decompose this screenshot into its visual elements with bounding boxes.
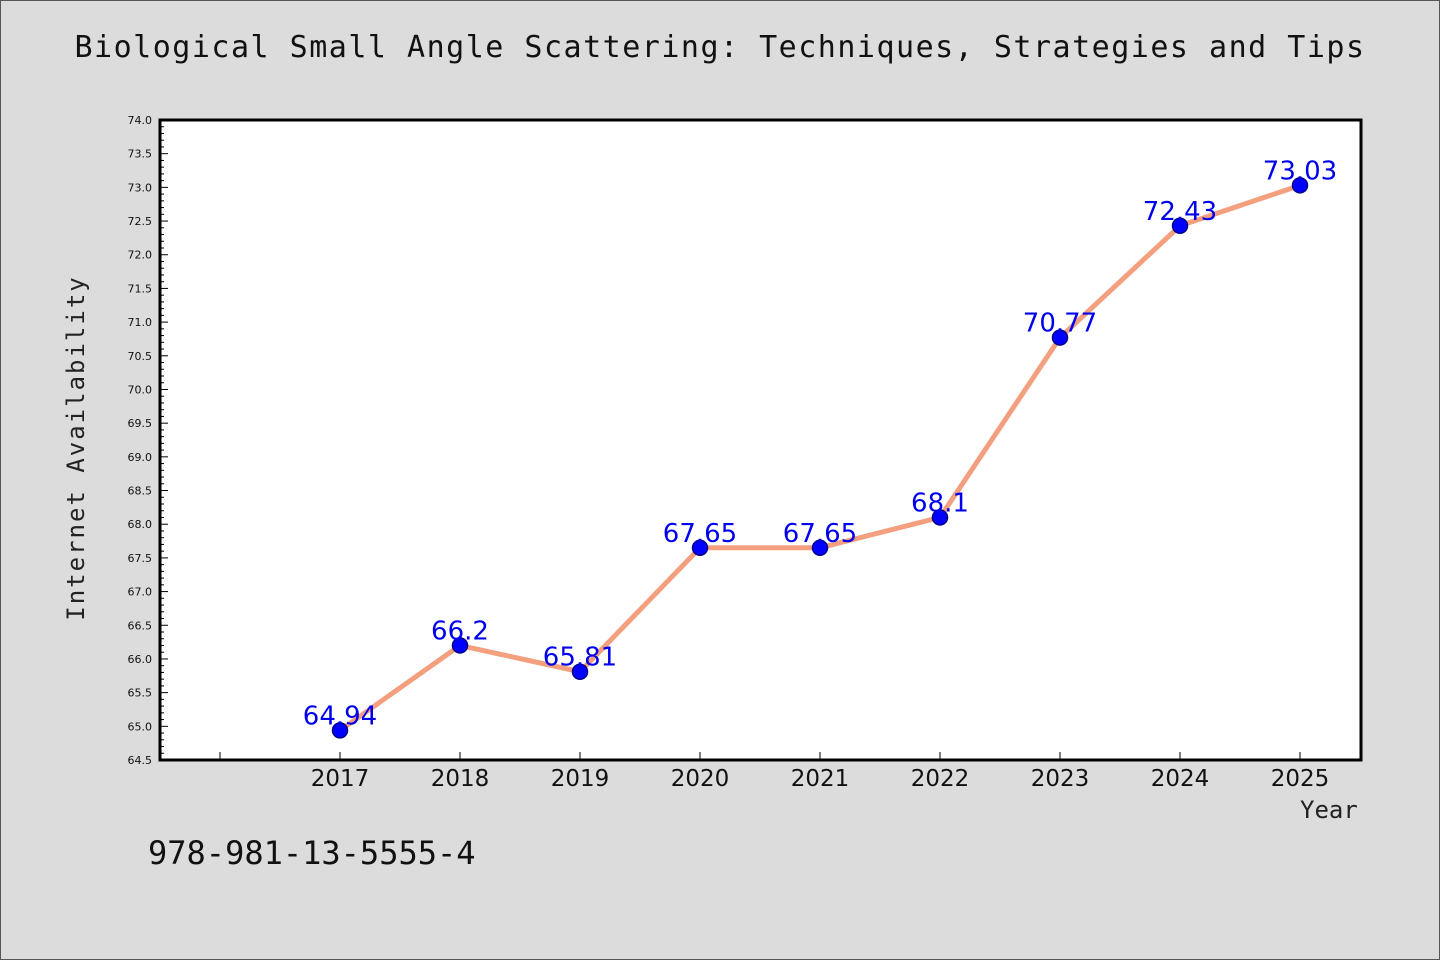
data-labels: 64.94 66.2 65.81 67.65 67.65 68.1 70.77 72.43 73… xyxy=(303,156,1337,731)
y-tick-label: 69.0 xyxy=(128,451,153,464)
y-tick-label: 66.5 xyxy=(128,619,153,632)
x-tick-label: 2024 xyxy=(1151,766,1210,792)
y-axis: 64.5 65.0 65.5 66.0 66.5 67.0 67.5 68.0 68.5 69.0… xyxy=(128,114,168,767)
y-axis-label: Internet Availability xyxy=(62,275,90,621)
x-axis: 2017 2018 2019 2020 2021 2022 2023 2024 2025 xyxy=(219,752,1330,792)
y-tick-label: 69.5 xyxy=(128,417,153,430)
y-tick-label: 70.5 xyxy=(128,350,153,363)
x-tick-label: 2020 xyxy=(671,766,730,792)
x-tick-label: 2023 xyxy=(1031,766,1090,792)
x-axis-label: Year xyxy=(1300,796,1358,824)
y-tick-label: 71.5 xyxy=(128,282,153,295)
chart-title: Biological Small Angle Scattering: Techn… xyxy=(74,30,1366,65)
y-tick-label: 73.5 xyxy=(128,148,153,161)
x-tick-label: 2017 xyxy=(311,766,370,792)
y-tick-label: 73.0 xyxy=(128,181,153,194)
data-markers xyxy=(331,177,1309,739)
y-tick-label: 67.0 xyxy=(128,586,153,599)
data-point xyxy=(1291,177,1309,194)
y-tick-label: 67.5 xyxy=(128,552,153,565)
data-point xyxy=(331,722,349,739)
y-tick-label: 65.5 xyxy=(128,687,153,700)
x-tick-label: 2022 xyxy=(911,766,970,792)
y-tick-label: 68.5 xyxy=(128,485,153,498)
y-tick-label: 68.0 xyxy=(128,518,153,531)
y-tick-label: 71.0 xyxy=(128,316,153,329)
y-tick-label: 64.5 xyxy=(128,754,153,767)
data-point xyxy=(571,663,589,680)
x-tick-label: 2025 xyxy=(1271,766,1330,792)
data-point xyxy=(451,637,469,654)
data-label: 65.81 xyxy=(543,643,617,673)
y-tick-label: 72.0 xyxy=(128,249,153,262)
y-tick-label: 70.0 xyxy=(128,383,153,396)
data-label: 66.2 xyxy=(431,616,489,646)
data-label: 72.43 xyxy=(1143,197,1217,227)
data-label: 70.77 xyxy=(1023,309,1097,339)
data-label: 64.94 xyxy=(303,701,377,731)
data-point xyxy=(1051,329,1069,346)
x-tick-label: 2018 xyxy=(431,766,490,792)
data-label: 67.65 xyxy=(783,519,857,549)
x-tick-label: 2021 xyxy=(791,766,850,792)
data-label: 73.03 xyxy=(1263,156,1337,186)
data-label: 68.1 xyxy=(911,488,969,518)
data-point xyxy=(931,509,949,526)
data-point xyxy=(1171,217,1189,235)
y-tick-label: 72.5 xyxy=(128,215,153,228)
x-tick-label: 2019 xyxy=(551,766,610,792)
plot-area xyxy=(158,118,1363,762)
y-tick-label: 66.0 xyxy=(128,653,153,666)
isbn-footnote: 978-981-13-5555-4 xyxy=(148,834,476,872)
data-label: 67.65 xyxy=(663,519,737,549)
y-tick-label: 74.0 xyxy=(128,114,153,127)
y-tick-label: 65.0 xyxy=(128,720,153,733)
data-point xyxy=(691,539,709,557)
data-point xyxy=(811,539,829,557)
